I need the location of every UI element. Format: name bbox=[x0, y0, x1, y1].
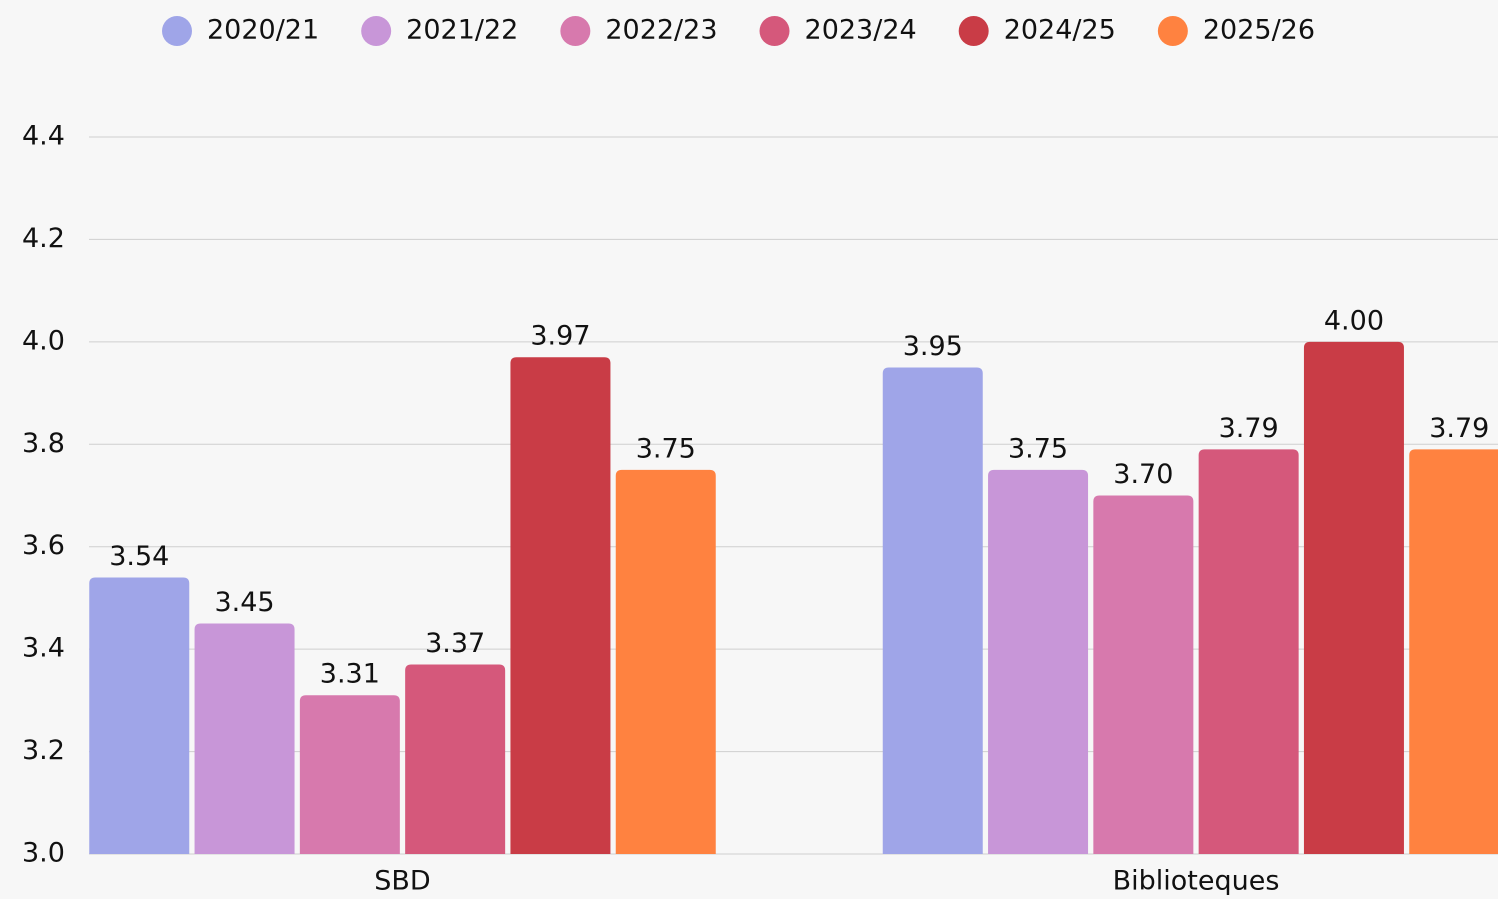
x-tick-label: Biblioteques bbox=[1113, 866, 1280, 897]
x-tick-label: SBD bbox=[374, 866, 430, 897]
bar bbox=[299, 695, 400, 854]
y-tick-label: 3.0 bbox=[22, 838, 65, 869]
bar bbox=[194, 623, 295, 854]
bar bbox=[882, 367, 983, 854]
legend-marker bbox=[162, 16, 192, 46]
bar bbox=[510, 357, 611, 854]
legend-marker bbox=[759, 16, 790, 46]
data-label: 3.95 bbox=[903, 331, 963, 362]
bar bbox=[89, 577, 190, 854]
data-label: 3.75 bbox=[1008, 433, 1068, 464]
data-label: 3.45 bbox=[214, 587, 274, 618]
data-label: 3.75 bbox=[636, 433, 696, 464]
legend-label: 2022/23 bbox=[605, 15, 717, 46]
legend-marker bbox=[361, 16, 392, 46]
legend-marker bbox=[560, 16, 591, 46]
y-tick-label: 3.2 bbox=[22, 735, 65, 766]
y-tick-label: 4.2 bbox=[22, 223, 65, 254]
data-label: 3.37 bbox=[425, 628, 485, 659]
data-label: 3.31 bbox=[320, 659, 380, 690]
legend-label: 2023/24 bbox=[805, 15, 917, 46]
legend-label: 2020/21 bbox=[207, 15, 319, 46]
legend-label: 2025/26 bbox=[1203, 15, 1315, 46]
y-tick-label: 4.4 bbox=[22, 121, 65, 152]
y-tick-label: 3.8 bbox=[22, 428, 65, 459]
data-label: 3.70 bbox=[1113, 459, 1173, 490]
bar bbox=[1198, 449, 1299, 854]
y-tick-label: 3.4 bbox=[22, 633, 65, 664]
bar bbox=[615, 469, 716, 854]
y-tick-label: 3.6 bbox=[22, 530, 65, 561]
legend-label: 2021/22 bbox=[406, 15, 518, 46]
bar bbox=[1303, 341, 1404, 854]
data-label: 3.97 bbox=[530, 321, 590, 352]
bar bbox=[1093, 495, 1194, 854]
data-label: 3.79 bbox=[1219, 413, 1279, 444]
bar bbox=[988, 469, 1089, 854]
legend-label: 2024/25 bbox=[1004, 15, 1116, 46]
data-label: 3.54 bbox=[109, 541, 169, 572]
bar bbox=[405, 664, 506, 854]
bar bbox=[1409, 449, 1498, 854]
legend-marker bbox=[1157, 16, 1188, 46]
legend-marker bbox=[958, 16, 989, 46]
data-label: 3.79 bbox=[1429, 413, 1489, 444]
y-tick-label: 4.0 bbox=[22, 325, 65, 356]
data-label: 4.00 bbox=[1324, 305, 1384, 336]
